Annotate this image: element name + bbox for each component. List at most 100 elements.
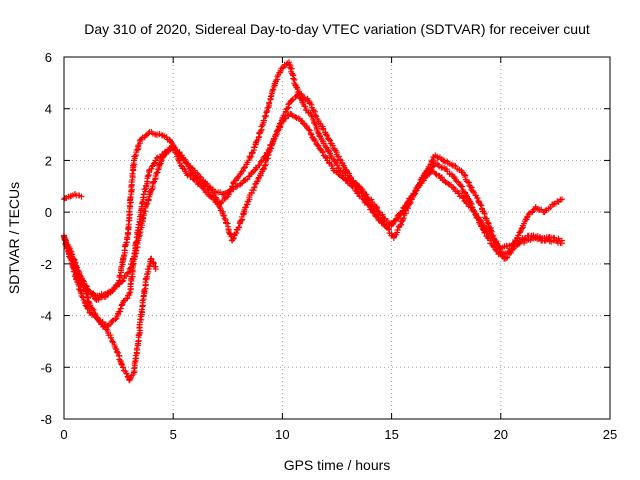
y-tick-label: 4 <box>45 102 52 117</box>
y-tick-label: 6 <box>45 50 52 65</box>
data-point <box>153 155 160 162</box>
data-point <box>468 204 475 211</box>
data-point <box>496 250 503 257</box>
data-point <box>115 349 122 356</box>
data-point <box>273 77 280 84</box>
data-point <box>124 234 131 241</box>
data-point <box>256 162 263 169</box>
data-point <box>221 190 228 197</box>
data-series <box>60 59 565 384</box>
data-point <box>517 229 524 236</box>
data-point <box>110 339 117 346</box>
data-point <box>233 183 240 190</box>
data-point <box>165 147 172 154</box>
data-point <box>478 202 485 209</box>
data-point <box>117 357 124 364</box>
data-point <box>233 230 240 237</box>
data-point <box>486 231 493 238</box>
data-point <box>251 184 258 191</box>
data-point <box>558 240 565 247</box>
data-point <box>140 191 147 198</box>
data-point <box>124 295 131 302</box>
data-point <box>306 127 313 134</box>
data-point <box>494 248 501 255</box>
data-point <box>90 306 97 313</box>
data-point <box>474 195 481 202</box>
data-point <box>325 136 332 143</box>
data-point <box>347 173 354 180</box>
data-point <box>335 153 342 160</box>
data-point <box>141 286 148 293</box>
data-point <box>427 167 434 174</box>
data-point <box>270 136 277 143</box>
data-point <box>289 97 296 104</box>
x-tick-label: 0 <box>60 427 67 442</box>
data-point <box>504 254 511 261</box>
data-point <box>352 187 359 194</box>
data-point <box>230 235 237 242</box>
data-point <box>169 144 176 151</box>
data-point <box>73 263 80 270</box>
data-point <box>253 138 260 145</box>
data-point <box>109 338 116 345</box>
x-tick-label: 25 <box>603 427 617 442</box>
data-point <box>123 370 130 377</box>
data-point <box>290 75 297 82</box>
data-point <box>314 141 321 148</box>
data-point <box>310 107 317 114</box>
data-point <box>438 174 445 181</box>
data-point <box>150 179 157 186</box>
data-point <box>481 229 488 236</box>
data-point <box>429 163 436 170</box>
data-point <box>508 242 515 249</box>
data-point <box>262 153 269 160</box>
data-point <box>85 299 92 306</box>
data-point <box>113 349 120 356</box>
data-point <box>127 376 134 383</box>
x-tick-label: 20 <box>494 427 508 442</box>
data-point <box>319 149 326 156</box>
data-point <box>107 334 114 341</box>
data-point <box>558 196 565 203</box>
data-point <box>299 120 306 127</box>
data-point <box>270 83 277 90</box>
data-point <box>119 259 126 266</box>
data-point <box>271 135 278 142</box>
data-point <box>148 256 155 263</box>
data-point <box>151 160 158 167</box>
data-point <box>119 278 126 285</box>
data-point <box>355 190 362 197</box>
data-point <box>432 170 439 177</box>
data-point <box>120 277 127 284</box>
y-tick-label: 2 <box>45 153 52 168</box>
data-point <box>265 147 272 154</box>
data-point <box>221 215 228 222</box>
x-tick-label: 15 <box>384 427 398 442</box>
data-point <box>467 183 474 190</box>
data-point <box>532 235 539 241</box>
data-point <box>359 195 366 202</box>
data-point <box>307 110 314 117</box>
data-point <box>160 154 167 161</box>
data-point <box>263 109 270 116</box>
series-trace-3 <box>61 110 565 299</box>
data-point <box>130 365 137 372</box>
x-tick-label: 10 <box>275 427 289 442</box>
data-point <box>131 153 138 160</box>
data-point <box>143 202 150 209</box>
data-point <box>220 212 227 219</box>
data-point <box>241 164 248 171</box>
data-point <box>313 113 320 120</box>
series-trace-1 <box>61 59 565 304</box>
data-point <box>67 193 74 200</box>
data-point <box>507 249 514 256</box>
data-point <box>460 195 467 202</box>
data-point <box>105 289 112 296</box>
data-point <box>370 209 377 216</box>
series-trace-4 <box>61 191 85 203</box>
data-point <box>413 187 420 194</box>
data-point <box>267 93 274 100</box>
series-trace-5 <box>61 235 159 384</box>
data-point <box>136 230 143 237</box>
data-point <box>265 99 272 106</box>
